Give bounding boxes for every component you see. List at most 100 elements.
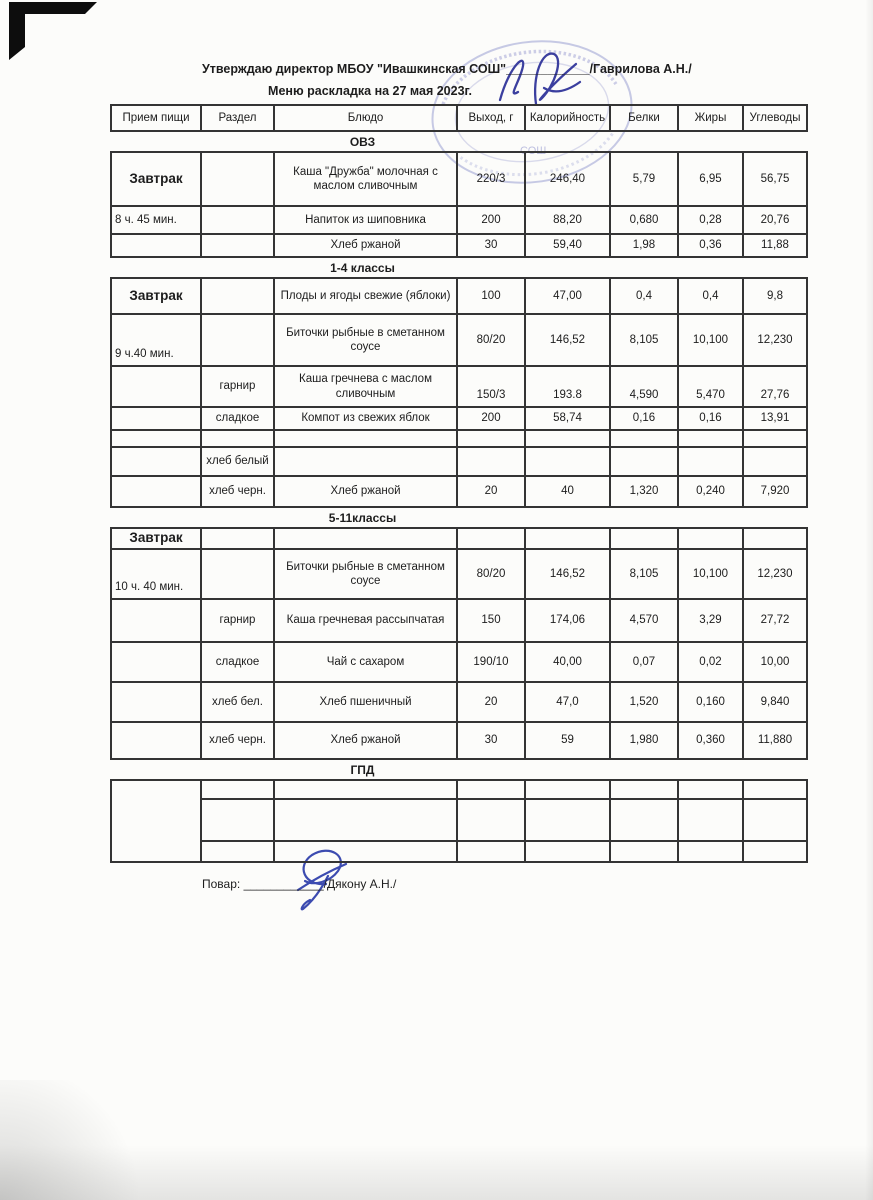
time-cell — [110, 365, 202, 408]
col-header: Блюдо — [273, 104, 458, 132]
time-cell: 9 ч.40 мин. — [110, 313, 202, 367]
protein-cell: 1,98 — [609, 233, 679, 258]
dish-cell — [273, 798, 458, 842]
fat-cell: 0,36 — [677, 233, 744, 258]
dish-cell — [273, 840, 458, 863]
carbs-cell: 7,920 — [742, 475, 808, 508]
time-cell — [110, 641, 202, 683]
dish-cell: Каша гречневая рассыпчатая — [273, 598, 458, 643]
output-cell: 150 — [456, 598, 526, 643]
dish-cell: Хлеб ржаной — [273, 475, 458, 508]
dish-cell: Чай с сахаром — [273, 641, 458, 683]
col-header: Выход, г — [456, 104, 526, 132]
output-cell: 30 — [456, 233, 526, 258]
protein-cell: 0,07 — [609, 641, 679, 683]
calories-cell: 193.8 — [524, 365, 611, 408]
calories-cell: 246,40 — [524, 151, 611, 207]
table-row: сладкое Компот из свежих яблок 200 58,74… — [110, 406, 808, 431]
time-cell: 10 ч. 40 мин. — [110, 548, 202, 600]
protein-cell: 8,105 — [609, 548, 679, 600]
fat-cell: 5,470 — [677, 365, 744, 408]
col-header: Раздел — [200, 104, 275, 132]
calories-cell — [524, 429, 611, 448]
dish-cell — [273, 527, 458, 550]
output-cell: 190/10 — [456, 641, 526, 683]
razdel-cell: сладкое — [200, 641, 275, 683]
time-cell — [110, 475, 202, 508]
cook-blank: ____________ — [243, 877, 324, 891]
protein-cell — [609, 779, 679, 800]
time-cell — [110, 721, 202, 760]
protein-cell: 4,590 — [609, 365, 679, 408]
fat-cell — [677, 779, 744, 800]
table-row: 10 ч. 40 мин. Биточки рыбные в сметанном… — [110, 548, 808, 600]
protein-cell: 0,4 — [609, 277, 679, 315]
razdel-cell — [200, 527, 275, 550]
approval-name: /Гаврилова А.Н./ — [589, 62, 692, 76]
carbs-cell — [742, 527, 808, 550]
fat-cell: 0,160 — [677, 681, 744, 723]
output-cell: 100 — [456, 277, 526, 315]
calories-cell — [524, 798, 611, 842]
carbs-cell: 11,880 — [742, 721, 808, 760]
table-row: Завтрак — [110, 527, 808, 550]
time-cell — [110, 598, 202, 643]
calories-cell: 40 — [524, 475, 611, 508]
carbs-cell — [742, 429, 808, 448]
fat-cell — [677, 446, 744, 477]
header-row: Прием пищи Раздел Блюдо Выход, г Калорий… — [110, 104, 808, 132]
table-row — [111, 798, 808, 842]
dish-cell: Биточки рыбные в сметанном соусе — [273, 548, 458, 600]
calories-cell: 47,0 — [524, 681, 611, 723]
razdel-cell: сладкое — [200, 406, 275, 431]
output-cell: 200 — [456, 406, 526, 431]
calories-cell: 58,74 — [524, 406, 611, 431]
approval-line: Утверждаю директор МБОУ "Ивашкинская СОШ… — [202, 62, 810, 76]
protein-cell: 0,680 — [609, 205, 679, 235]
output-cell — [456, 840, 526, 863]
razdel-cell — [200, 205, 275, 235]
meal-cell — [110, 779, 202, 863]
razdel-cell — [200, 233, 275, 258]
protein-cell — [609, 527, 679, 550]
col-header: Жиры — [677, 104, 744, 132]
fat-cell: 0,28 — [677, 205, 744, 235]
carbs-cell — [742, 798, 808, 842]
fat-cell: 0,16 — [677, 406, 744, 431]
calories-cell: 47,00 — [524, 277, 611, 315]
protein-cell — [609, 798, 679, 842]
razdel-cell: хлеб белый — [200, 446, 275, 477]
section-table-5-11: Завтрак 10 ч. 40 мин. Биточки рыбные в с… — [110, 527, 808, 760]
cook-name: /Дякону А.Н./ — [323, 877, 397, 891]
approval-prefix: Утверждаю директор МБОУ "Ивашкинская СОШ… — [202, 62, 507, 76]
dish-cell — [273, 446, 458, 477]
time-cell: 8 ч. 45 мин. — [110, 205, 202, 235]
scan-shadow-bottom — [0, 1145, 873, 1200]
output-cell — [456, 446, 526, 477]
dish-cell — [273, 429, 458, 448]
carbs-cell — [742, 779, 808, 800]
time-cell — [110, 233, 202, 258]
razdel-cell — [200, 313, 275, 367]
table-row: Завтрак Плоды и ягоды свежие (яблоки) 10… — [110, 277, 808, 315]
table-row: Хлеб ржаной 30 59,40 1,98 0,36 11,88 — [110, 233, 808, 258]
carbs-cell — [742, 840, 808, 863]
fat-cell — [677, 527, 744, 550]
protein-cell — [609, 840, 679, 863]
table-row: хлеб бел. Хлеб пшеничный 20 47,0 1,520 0… — [110, 681, 808, 723]
output-cell: 30 — [456, 721, 526, 760]
fat-cell: 0,360 — [677, 721, 744, 760]
carbs-cell: 13,91 — [742, 406, 808, 431]
razdel-cell — [200, 429, 275, 448]
razdel-cell — [200, 151, 275, 207]
table-row: гарнир Каша гречнева с маслом сливочным … — [110, 365, 808, 408]
output-cell: 150/3 — [456, 365, 526, 408]
razdel-cell — [200, 840, 275, 863]
col-header: Калорийность — [524, 104, 611, 132]
calories-cell — [524, 527, 611, 550]
approval-blank: ____________ — [506, 62, 590, 76]
section-label-ovz: ОВЗ — [349, 135, 376, 149]
dish-cell: Компот из свежих яблок — [273, 406, 458, 431]
dish-cell: Хлеб ржаной — [273, 721, 458, 760]
